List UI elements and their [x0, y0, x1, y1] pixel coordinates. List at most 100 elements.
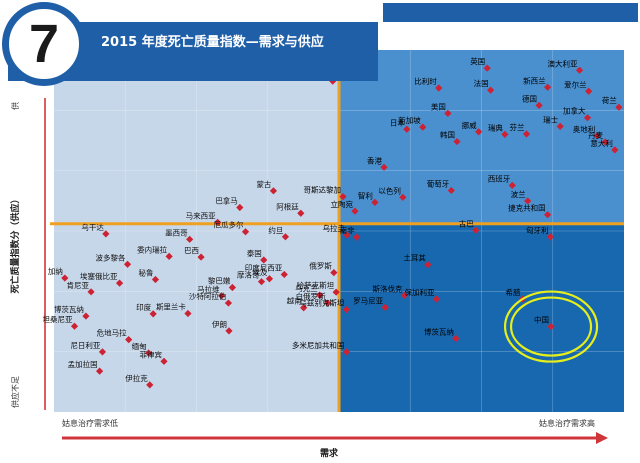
point-marker — [483, 64, 491, 72]
point-marker — [432, 295, 441, 303]
point-label: 斯里兰卡 — [156, 302, 186, 312]
point-marker — [213, 218, 222, 226]
point-label: 孟加拉国 — [68, 359, 98, 369]
x-axis-arrowhead — [596, 432, 608, 444]
point-label: 葡萄牙 — [427, 178, 450, 188]
point-label: 加拿大 — [563, 106, 586, 116]
point-marker — [419, 123, 427, 131]
point-marker — [544, 83, 552, 91]
point-label: 美国 — [431, 101, 446, 111]
point-label: 乌克兰 — [295, 283, 318, 293]
point-label: 巴西 — [184, 246, 199, 255]
point-label: 以色列 — [378, 185, 401, 195]
point-label: 土耳其 — [403, 253, 426, 263]
point-label: 印度尼西亚 — [245, 262, 283, 272]
point-marker — [583, 114, 592, 122]
point-label: 马拉维 — [197, 284, 220, 294]
point-marker — [353, 233, 361, 241]
point-marker — [265, 275, 274, 283]
x-axis-title: 需求 — [320, 447, 339, 459]
point-marker — [82, 312, 90, 320]
point-marker — [575, 66, 584, 74]
point-label: 厄瓜多尔 — [214, 220, 244, 230]
point-marker — [165, 252, 173, 260]
point-marker — [535, 101, 543, 109]
point-marker — [424, 261, 432, 269]
point-label: 多米尼加共和国 — [292, 340, 345, 350]
point-label: 荷兰 — [602, 95, 617, 105]
point-label: 马来西亚 — [186, 211, 216, 220]
point-marker — [601, 138, 609, 146]
point-marker — [472, 226, 480, 234]
point-marker — [280, 270, 288, 279]
point-marker — [403, 125, 411, 133]
point-label: 乌拉圭 — [322, 223, 345, 233]
point-marker — [399, 193, 407, 201]
point-label: 芬兰 — [510, 122, 525, 132]
point-marker — [556, 122, 564, 130]
point-marker — [217, 292, 226, 300]
section-number-badge: 7 — [2, 2, 86, 86]
point-label: 澳大利亚 — [548, 58, 578, 68]
point-marker — [501, 130, 509, 138]
point-label: 希腊 — [506, 287, 521, 297]
x-high-label: 姑息治疗需求高 — [539, 418, 595, 428]
point-marker — [269, 187, 278, 195]
point-marker — [380, 163, 388, 171]
point-label: 古巴 — [459, 218, 474, 228]
y-low-label: 供应不足 — [10, 376, 20, 408]
y-axis-title: 死亡质量指数分（供应） — [9, 194, 21, 294]
point-marker — [508, 181, 516, 189]
section-number: 7 — [28, 14, 60, 74]
point-marker — [225, 327, 233, 335]
point-marker — [522, 130, 531, 138]
point-label: 德国 — [522, 93, 537, 103]
point-marker — [197, 253, 205, 261]
point-marker — [224, 299, 233, 307]
point-marker — [160, 357, 168, 365]
point-marker — [98, 348, 107, 356]
point-marker — [281, 233, 290, 241]
point-label: 阿根廷 — [276, 201, 299, 211]
point-marker — [96, 367, 104, 375]
point-marker — [149, 310, 157, 318]
point-label: 乌干达 — [81, 222, 104, 232]
point-marker — [70, 322, 79, 330]
point-marker — [453, 137, 461, 146]
quadrant-bottom-left — [54, 223, 339, 412]
point-label: 捷克共和国 — [508, 203, 546, 213]
point-label: 巴拿马 — [215, 195, 238, 205]
point-marker — [151, 275, 160, 284]
point-label: 尼日利亚 — [70, 340, 100, 350]
point-label: 立陶宛 — [330, 199, 353, 209]
point-marker — [145, 349, 153, 357]
point-label: 伊拉克 — [125, 373, 148, 383]
point-label: 越南 — [287, 296, 302, 306]
point-label: 蒙古 — [256, 179, 271, 189]
point-label: 博茨瓦纳 — [54, 304, 84, 314]
highlight-ring — [509, 296, 593, 357]
point-label: 肯尼亚 — [67, 280, 90, 290]
point-label: 奥地利 — [573, 124, 596, 134]
chart-title: 2015 年度死亡质量指数—需求与供应 — [101, 35, 324, 50]
point-label: 埃塞俄比亚 — [80, 271, 118, 281]
point-label: 哥斯达黎加 — [303, 185, 341, 195]
point-label: 乌兹别克斯坦 — [299, 298, 344, 308]
point-label: 俄罗斯 — [309, 261, 332, 271]
point-marker — [228, 283, 237, 292]
point-label: 约旦 — [268, 225, 283, 235]
point-label: 危地马拉 — [97, 328, 127, 338]
point-label: 匈牙利 — [526, 225, 549, 235]
point-marker — [452, 334, 460, 343]
point-marker — [257, 278, 266, 286]
point-marker — [342, 348, 351, 356]
point-marker — [585, 87, 593, 95]
point-marker — [297, 209, 305, 217]
point-marker — [487, 86, 495, 94]
point-label: 委内瑞拉 — [137, 244, 167, 254]
point-label: 埃及 — [252, 267, 267, 277]
point-label: 黎巴嫩 — [208, 275, 231, 285]
point-label: 香港 — [367, 155, 382, 165]
point-marker — [123, 260, 132, 268]
point-label: 丹麦 — [588, 130, 603, 140]
